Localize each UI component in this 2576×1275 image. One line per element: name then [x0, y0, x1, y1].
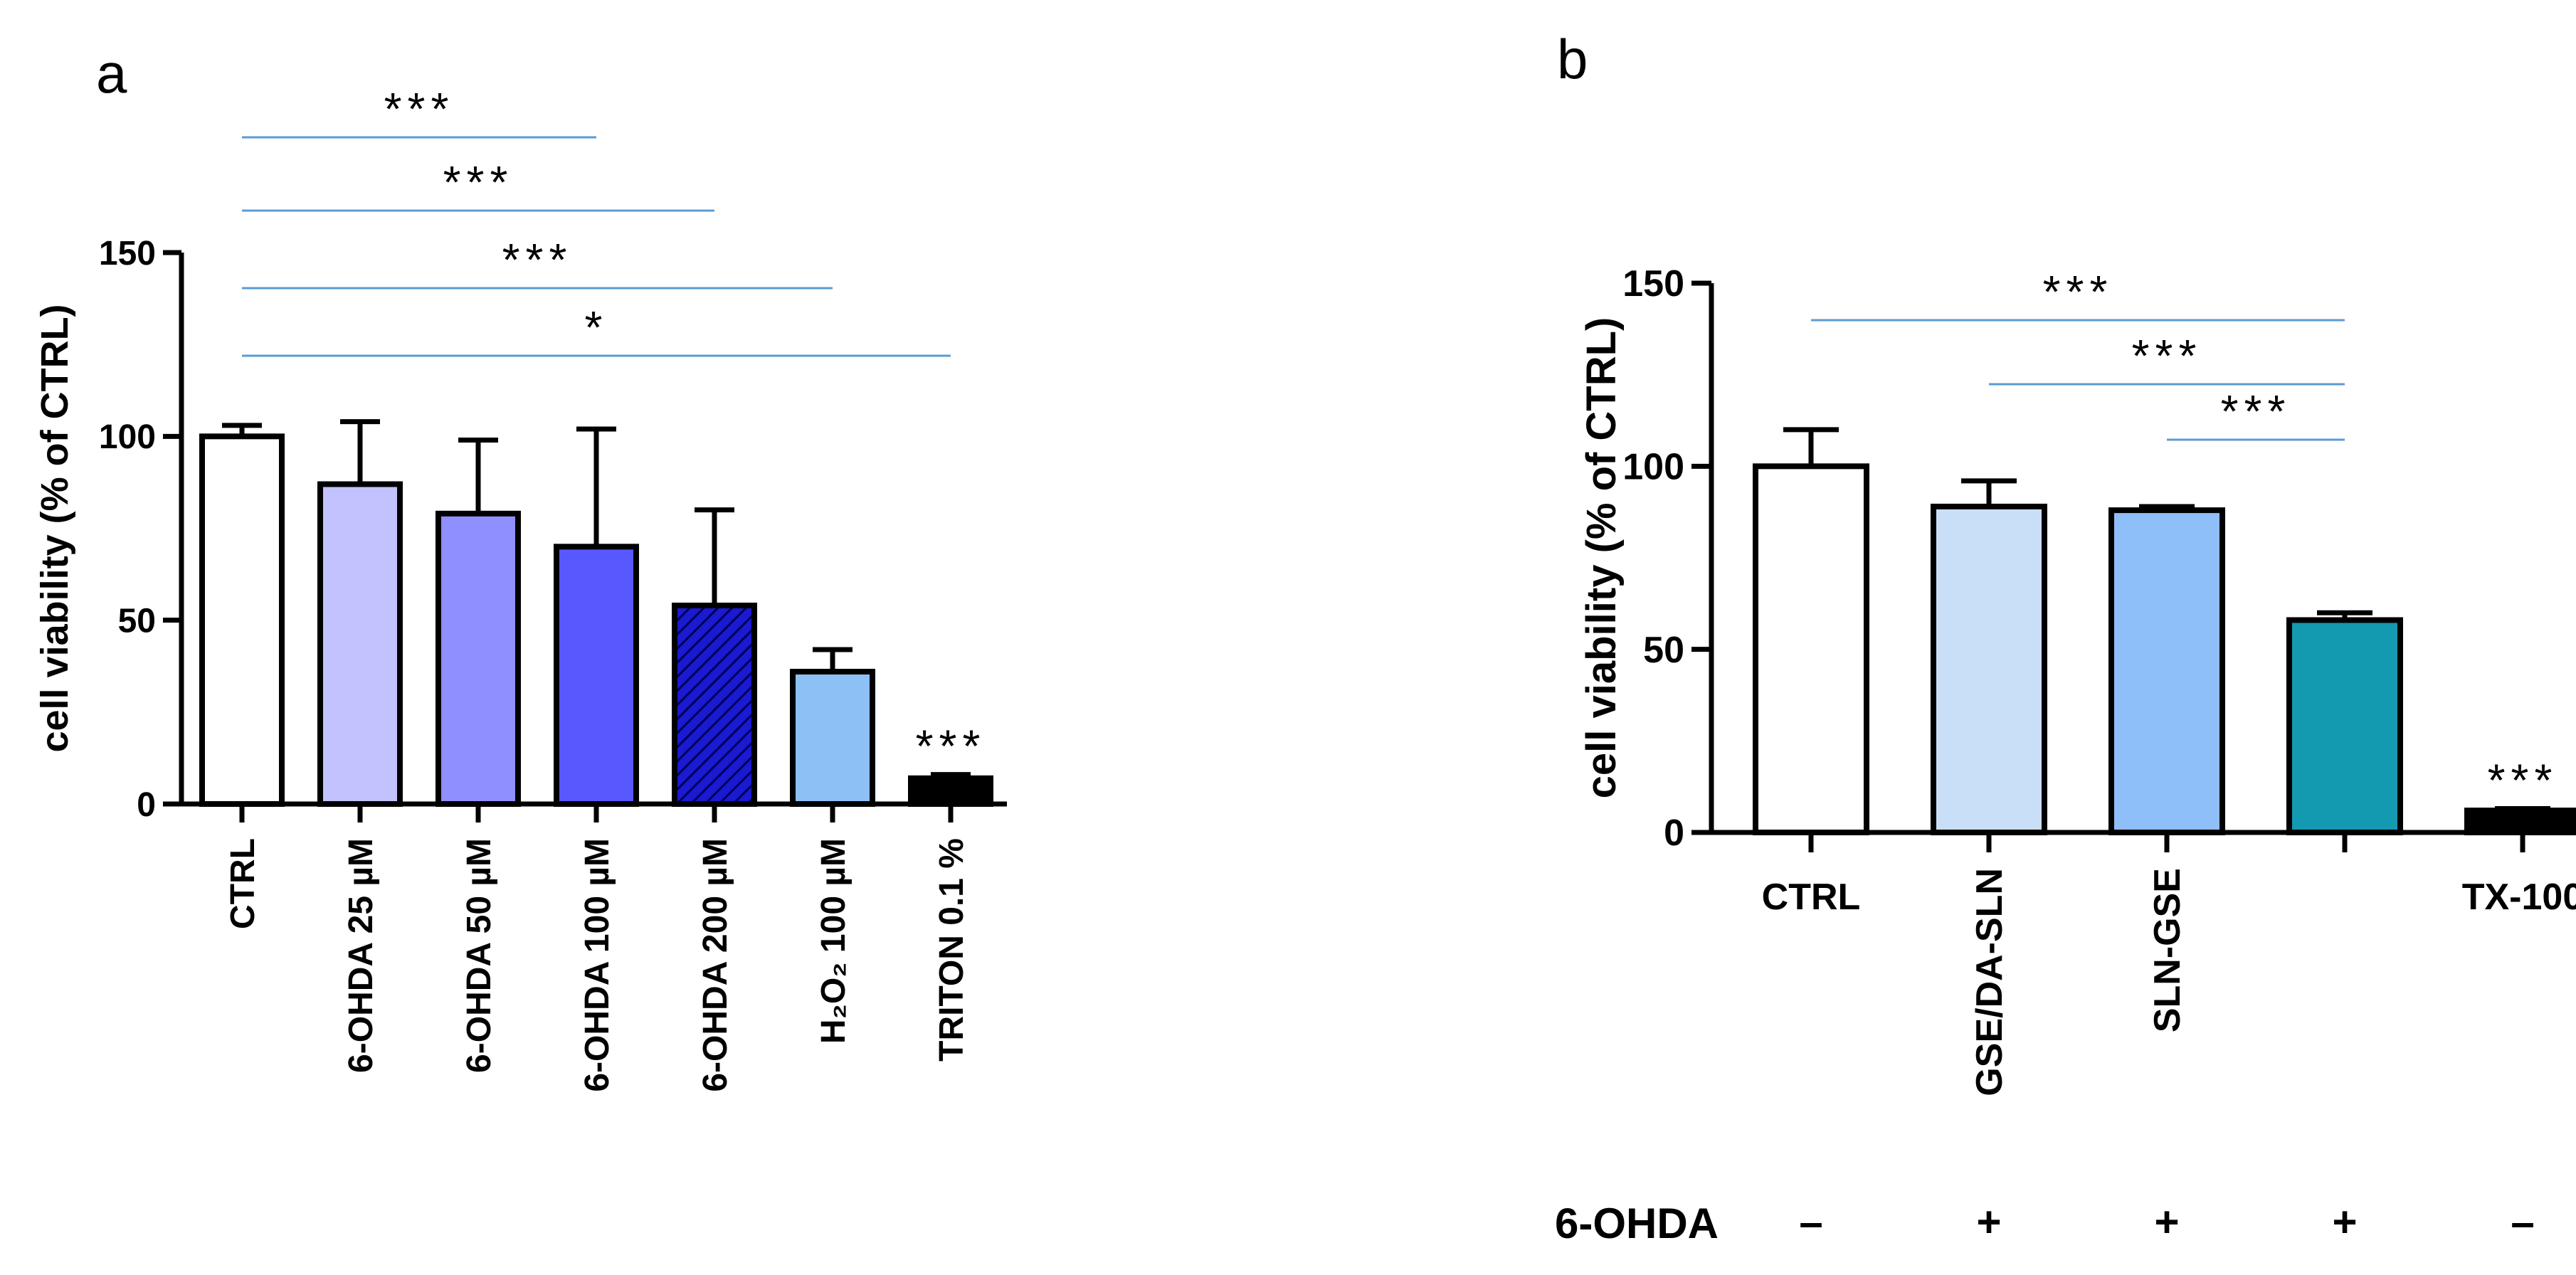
- bar-sln-gse: [2108, 507, 2225, 835]
- bar-triton-0-1-: [908, 775, 993, 808]
- significance-label: ***: [502, 234, 573, 285]
- category-label: 6-OHDA 100 µM: [579, 838, 616, 1092]
- bar-6-ohda-50-m: [436, 510, 521, 807]
- treatment-sign: –: [1799, 1198, 1822, 1246]
- significance-label: ***: [443, 157, 514, 208]
- category-label: TX-100: [2462, 877, 2576, 918]
- treatment-sign: +: [2332, 1198, 2357, 1246]
- treatment-sign: +: [2154, 1198, 2179, 1246]
- significance-label: ***: [384, 83, 455, 134]
- bar-ctrl: [199, 433, 285, 807]
- y-tick-label: 150: [99, 235, 156, 273]
- significance-label: ***: [2132, 330, 2202, 381]
- y-tick-label: 100: [99, 418, 156, 456]
- significance-label: *: [585, 302, 608, 353]
- category-label: CTRL: [1762, 877, 1861, 918]
- chart-a: cell viability (% of CTRL) 0 50 100 150 CTRL 6…: [33, 83, 1007, 1092]
- panel-label-a: a: [96, 42, 127, 105]
- bar-significance-label: ***: [916, 721, 986, 772]
- y-tick-label: 100: [1622, 447, 1684, 488]
- y-axis-label: cell viability (% of CTRL): [33, 304, 76, 752]
- treatment-signs: – + + + –: [1799, 1198, 2534, 1246]
- bar-gse-da-sln: [1931, 503, 2047, 835]
- y-tick-label: 50: [1643, 630, 1684, 671]
- chart-b: cell viability (% of CTRL) 0 50 100 150 CTRL G…: [1578, 263, 2576, 1096]
- category-label: 6-OHDA 25 µM: [342, 838, 380, 1073]
- significance-label: ***: [2221, 386, 2291, 437]
- significance-label: ***: [2043, 266, 2113, 317]
- panel-label-b: b: [1557, 28, 1588, 90]
- bar-6-ohda-100-m: [554, 544, 639, 807]
- category-label: TRITON 0.1 %: [933, 838, 971, 1062]
- bar-ctrl: [1753, 463, 1869, 835]
- treatment-sign: +: [1976, 1198, 2001, 1246]
- y-axis-label: cell viability (% of CTRL): [1578, 317, 1625, 799]
- bar-significance-label: ***: [2488, 755, 2558, 806]
- category-label: H₂O₂ 100 µM: [815, 838, 852, 1044]
- bar-tx-100: [2464, 808, 2576, 835]
- y-tick-label: 0: [137, 786, 156, 824]
- bar-6-ohda-25-m: [317, 481, 403, 807]
- bar-6-ohda-200-m: [672, 603, 757, 807]
- bar-h-o-100-m: [790, 669, 875, 807]
- treatment-sign: –: [2511, 1198, 2534, 1246]
- category-label: GSE/DA-SLN: [1969, 868, 2010, 1096]
- category-label: 6-OHDA 50 µM: [460, 838, 498, 1073]
- category-label: CTRL: [224, 838, 262, 929]
- bar-group-3: [2286, 617, 2403, 835]
- category-label: SLN-GSE: [2147, 868, 2188, 1032]
- category-label: 6-OHDA 200 µM: [697, 838, 734, 1092]
- y-tick-label: 0: [1664, 813, 1684, 854]
- y-tick-label: 50: [118, 602, 156, 640]
- treatment-row-label: 6-OHDA: [1555, 1200, 1719, 1247]
- y-tick-label: 150: [1622, 263, 1684, 305]
